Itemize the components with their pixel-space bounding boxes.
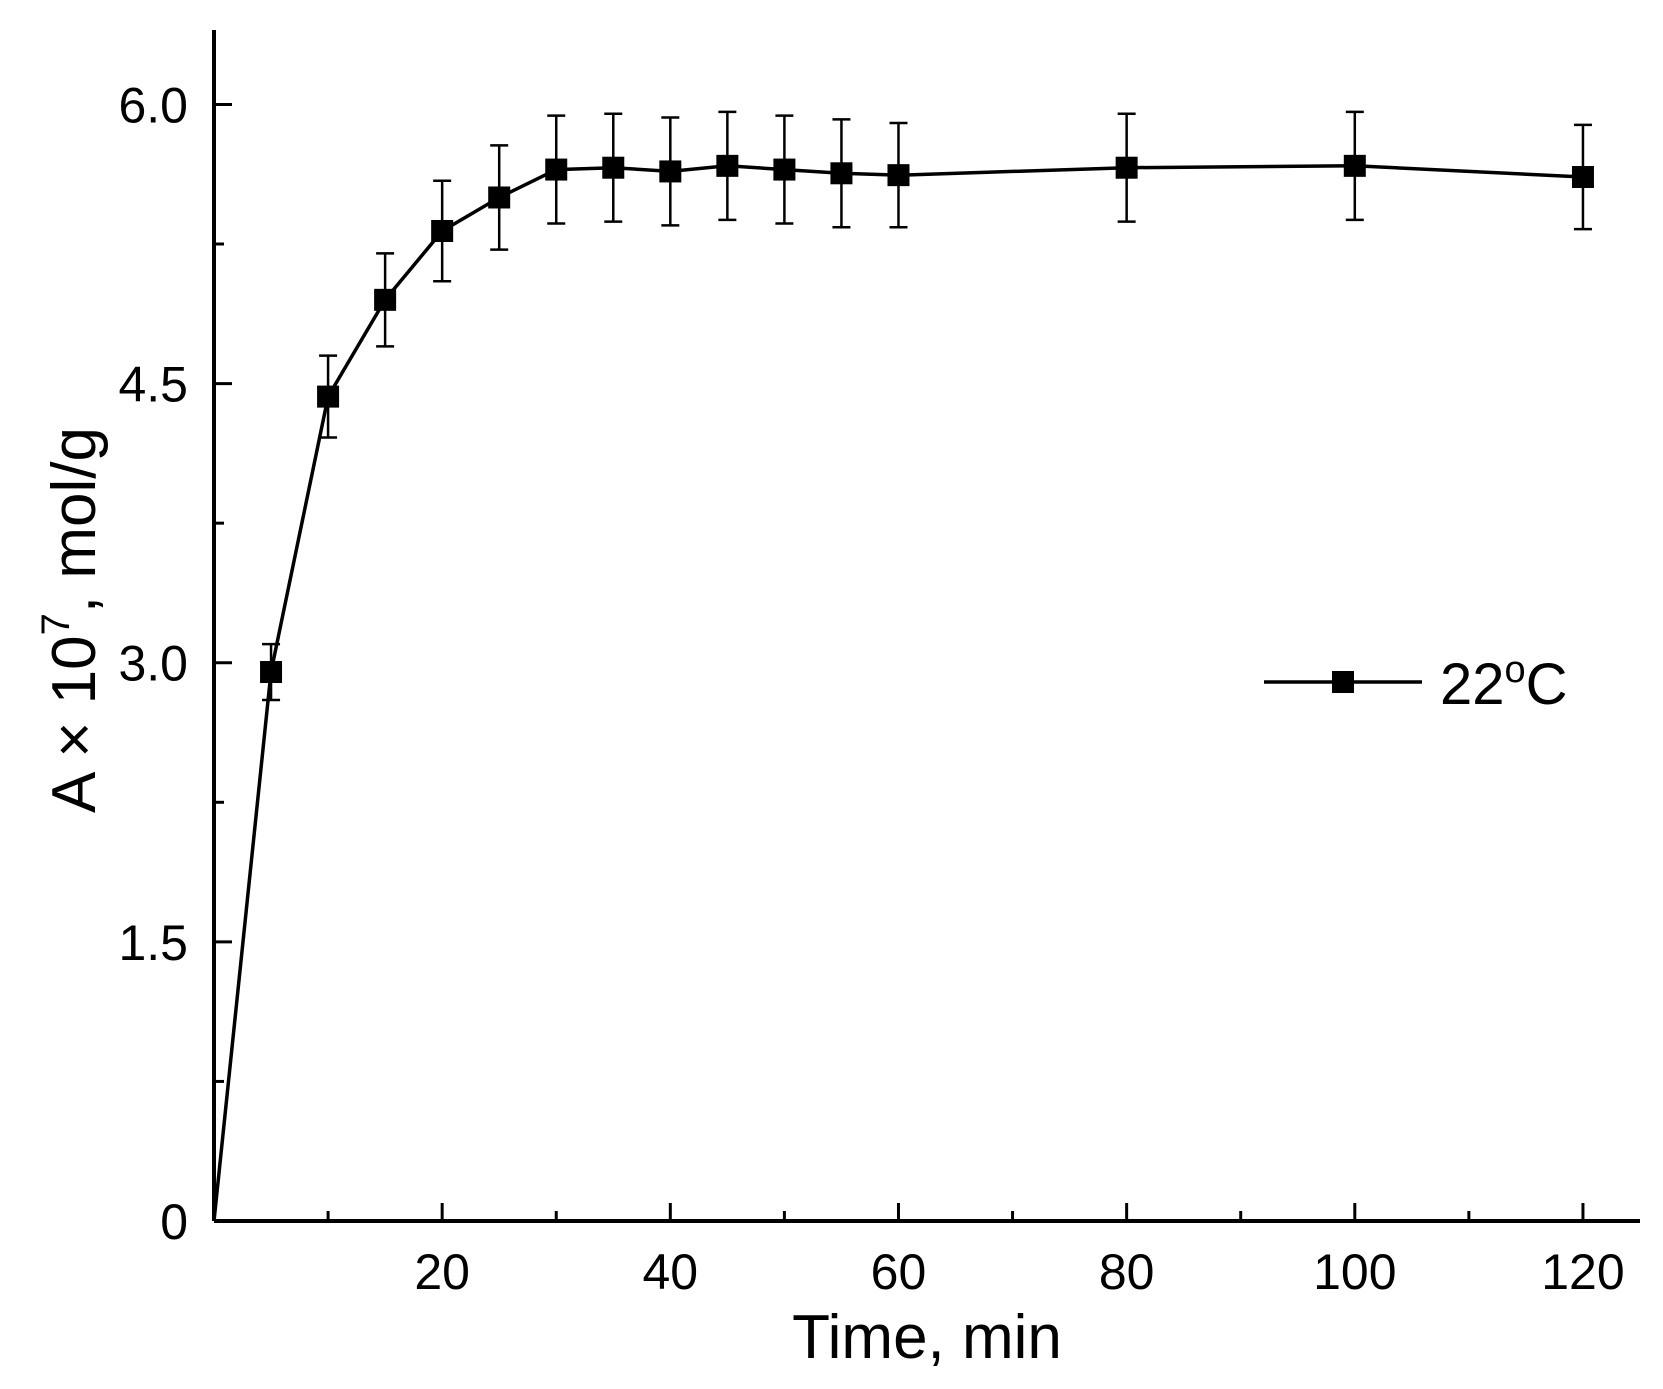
data-point-marker — [773, 158, 796, 181]
data-point-marker — [1571, 166, 1594, 189]
y-axis-title: A × 107, mol/g — [34, 427, 109, 813]
error-bars — [262, 110, 1592, 702]
series-markers — [260, 154, 1594, 684]
y-tick-label: 6.0 — [118, 77, 188, 133]
data-point-marker — [260, 661, 283, 684]
data-point-marker — [830, 162, 853, 185]
y-tick-label: 1.5 — [118, 915, 188, 971]
data-point-marker — [488, 186, 511, 209]
legend-label-degree: o — [1505, 649, 1526, 691]
legend-label: 22oC — [1440, 649, 1568, 717]
data-point-marker — [716, 154, 739, 177]
x-tick-label: 100 — [1313, 1244, 1396, 1300]
data-point-marker — [1343, 154, 1366, 177]
x-tick-label: 120 — [1541, 1244, 1624, 1300]
data-point-marker — [1115, 156, 1138, 179]
data-point-marker — [545, 158, 568, 181]
data-point-marker — [887, 164, 910, 187]
x-tick-label: 80 — [1099, 1244, 1155, 1300]
series-line — [212, 164, 1584, 1222]
x-ticks: 20 40 60 80 100 120 — [326, 1203, 1625, 1300]
y-tick-label: 4.5 — [118, 357, 188, 413]
y-tick-label: 3.0 — [118, 636, 188, 692]
data-point-marker — [317, 385, 340, 408]
y-axis-title-base: A × 10 — [40, 635, 109, 813]
data-point-marker — [431, 219, 454, 242]
x-tick-label: 20 — [414, 1244, 470, 1300]
legend-label-value: 22 — [1440, 652, 1505, 717]
legend-label-unit: C — [1526, 652, 1568, 717]
y-axis-title-unit: , mol/g — [40, 427, 109, 613]
y-ticks: 0 1.5 3.0 4.5 6.0 — [118, 77, 232, 1250]
y-tick-label: 0 — [160, 1194, 188, 1250]
data-point-marker — [374, 288, 397, 311]
x-tick-label: 60 — [871, 1244, 927, 1300]
x-axis-title: Time, min — [792, 1303, 1062, 1372]
data-point-marker — [602, 156, 625, 179]
data-point-marker — [659, 160, 682, 183]
legend-marker — [1332, 671, 1354, 693]
x-tick-label: 40 — [643, 1244, 699, 1300]
y-axis-title-exponent: 7 — [34, 613, 78, 635]
legend: 22oC — [1264, 649, 1568, 717]
axes — [212, 30, 1640, 1223]
